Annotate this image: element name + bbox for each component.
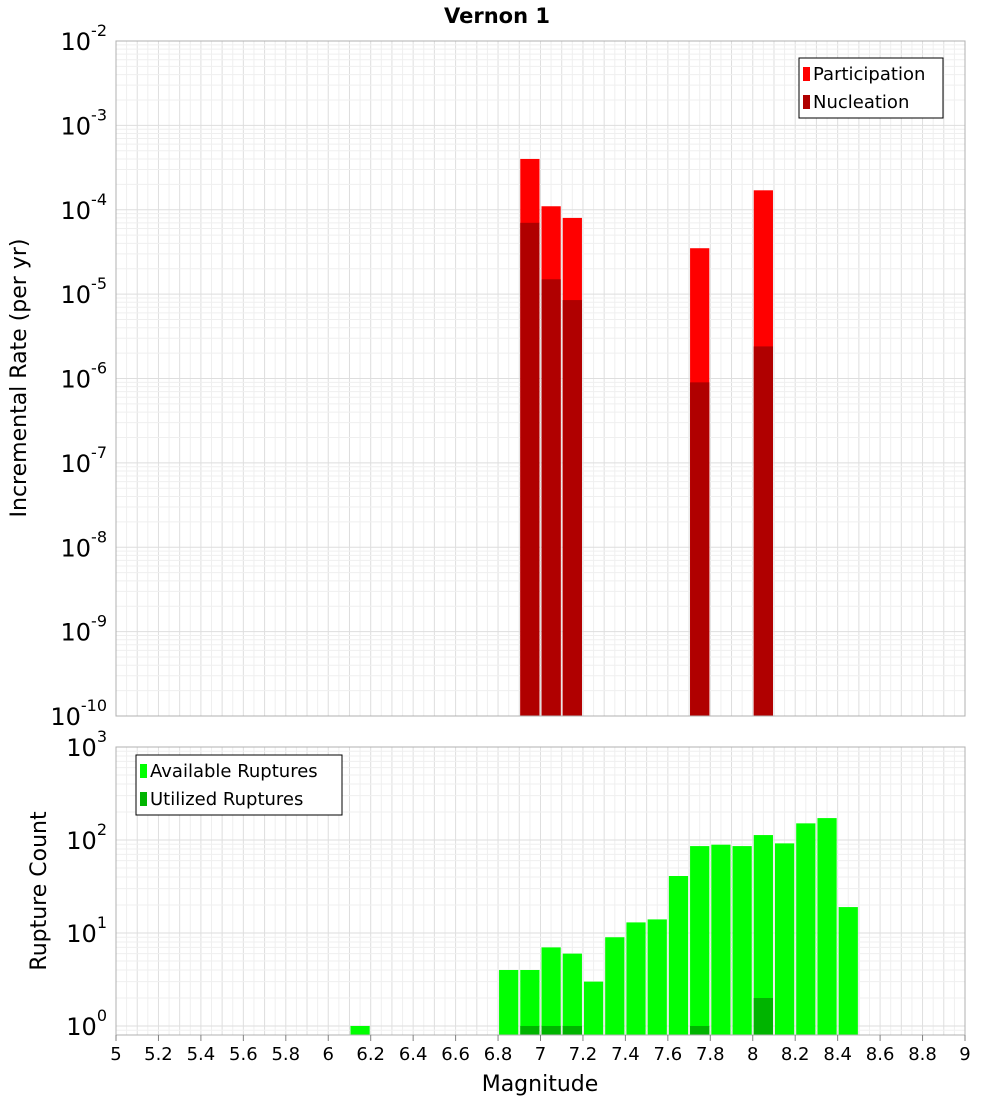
bottom-legend-box	[135, 754, 343, 816]
bottom-a-bar	[647, 919, 667, 1035]
x-tick-label: 8.2	[781, 1044, 810, 1065]
bottom-x-ticks: 5 5.2 5.4 5.6 5.8 6 6.2 6.4 6.6 6.8 7 7.2 7.4 7.6 7.8 8…	[110, 1035, 971, 1065]
bottom-a-bar	[562, 953, 582, 1035]
bottom-a-bar	[626, 922, 646, 1035]
bottom-legend-swatch	[140, 792, 147, 806]
x-tick-label: 8.6	[866, 1044, 895, 1065]
top-b-bar	[690, 382, 710, 716]
bottom-a-bar	[690, 846, 710, 1035]
bottom-a-bar	[796, 823, 816, 1035]
top-legend-label: Nucleation	[813, 92, 909, 113]
bottom-a-bar	[541, 947, 561, 1035]
top-y-tick-label: 10-10	[50, 696, 107, 731]
bottom-y-tick-label: 102	[66, 820, 107, 855]
bottom-a-bar	[499, 969, 519, 1035]
bottom-a-bar	[817, 818, 837, 1035]
x-tick-label: 6	[323, 1044, 334, 1065]
top-y-tick-label: 10-3	[61, 105, 108, 140]
bottom-a-bar	[668, 876, 689, 1035]
bottom-y-tick-label: 100	[66, 1006, 107, 1041]
x-tick-label: 9	[959, 1044, 970, 1065]
bottom-b-bar	[520, 1025, 540, 1035]
top-b-bar	[541, 279, 561, 716]
top-b-bar	[753, 346, 773, 716]
bottom-y-tick-label: 101	[66, 913, 107, 948]
bottom-legend-label: Utilized Ruptures	[150, 789, 303, 810]
bottom-a-bar	[711, 844, 731, 1035]
bottom-a-bar	[774, 843, 795, 1035]
bottom-bars	[350, 818, 858, 1035]
top-grid	[115, 40, 966, 717]
x-tick-label: 8.8	[908, 1044, 937, 1065]
top-b-bar	[520, 222, 540, 716]
x-tick-label: 7.2	[569, 1044, 598, 1065]
x-tick-label: 6.8	[484, 1044, 513, 1065]
bottom-a-bar	[838, 907, 858, 1035]
x-tick-label: 5.4	[187, 1044, 216, 1065]
top-bars	[520, 158, 773, 717]
x-tick-label: 5.2	[144, 1044, 173, 1065]
top-legend-swatch	[803, 67, 810, 81]
x-tick-label: 5.8	[271, 1044, 300, 1065]
bottom-a-bar	[753, 835, 773, 1035]
bottom-a-bar	[583, 981, 604, 1035]
x-tick-label: 5.6	[229, 1044, 258, 1065]
top-y-axis-label: Incremental Rate (per yr)	[7, 239, 32, 518]
x-axis-label: Magnitude	[482, 1072, 599, 1097]
bottom-y-ticks: 100 101 102 103	[66, 727, 107, 1041]
x-tick-label: 7.8	[696, 1044, 725, 1065]
x-tick-label: 6.6	[441, 1044, 470, 1065]
x-tick-label: 8.4	[823, 1044, 852, 1065]
bottom-legend-swatch	[140, 764, 147, 778]
bottom-a-bar	[350, 1025, 370, 1035]
bottom-y-axis-label: Rupture Count	[27, 811, 52, 971]
bottom-b-bar	[690, 1025, 710, 1035]
bottom-b-bar	[541, 1025, 561, 1035]
top-y-tick-label: 10-9	[61, 612, 108, 647]
x-tick-label: 7.6	[654, 1044, 683, 1065]
top-plot-frame	[115, 40, 966, 717]
bottom-a-bar	[520, 969, 540, 1035]
bottom-legend: Available Ruptures Utilized Ruptures	[135, 754, 343, 816]
top-legend-label: Participation	[813, 64, 925, 85]
top-y-tick-label: 10-8	[61, 527, 108, 562]
chart-title: Vernon 1	[444, 4, 550, 28]
bottom-y-tick-label: 103	[66, 727, 107, 762]
top-y-tick-label: 10-7	[61, 443, 108, 478]
top-y-tick-label: 10-6	[61, 359, 108, 394]
top-legend: Participation Nucleation	[798, 57, 944, 119]
bottom-a-bar	[732, 846, 752, 1035]
top-y-ticks: 10-10 10-9 10-8 10-7 10-6 10-5 10-4 10-3 10-2	[50, 21, 107, 731]
top-legend-swatch	[803, 95, 810, 109]
x-tick-label: 7	[535, 1044, 546, 1065]
x-tick-label: 5	[110, 1044, 121, 1065]
top-y-tick-label: 10-5	[61, 274, 108, 309]
x-tick-label: 8	[747, 1044, 758, 1065]
top-y-tick-label: 10-4	[61, 190, 108, 225]
bottom-a-bar	[605, 937, 625, 1035]
top-legend-box	[798, 57, 944, 119]
bottom-b-bar	[562, 1025, 582, 1035]
x-tick-label: 7.4	[611, 1044, 640, 1065]
x-tick-label: 6.2	[356, 1044, 385, 1065]
x-tick-label: 6.4	[399, 1044, 428, 1065]
top-b-bar	[562, 300, 582, 716]
bottom-legend-label: Available Ruptures	[150, 761, 318, 782]
top-y-tick-label: 10-2	[61, 21, 108, 56]
bottom-b-bar	[753, 997, 773, 1035]
